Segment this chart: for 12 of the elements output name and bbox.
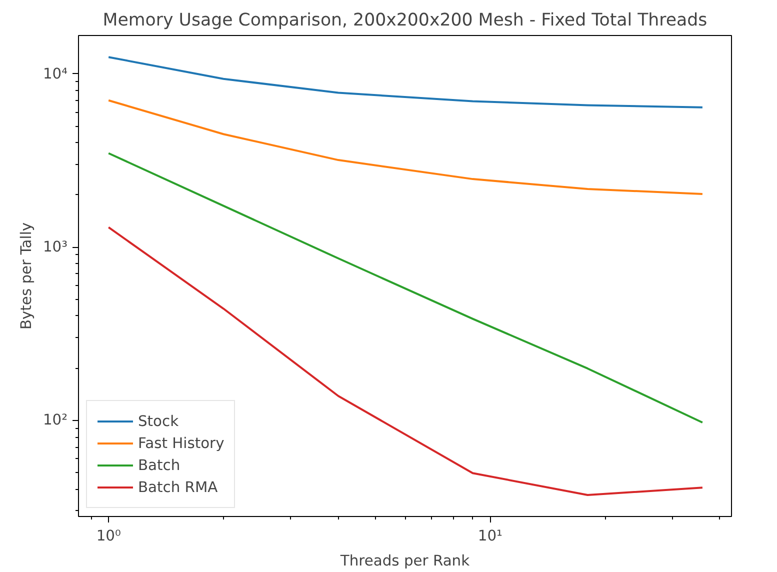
- y-axis-title: Bytes per Tally: [18, 222, 35, 330]
- y-tick-label: 10⁴: [42, 65, 68, 82]
- chart-title: Memory Usage Comparison, 200x200x200 Mesh - Fixed Total Threads: [102, 10, 708, 30]
- x-tick-label: 10⁰: [96, 528, 121, 544]
- legend-label: Fast History: [138, 434, 224, 452]
- legend-label: Stock: [138, 412, 179, 430]
- y-tick-label: 10³: [42, 238, 68, 256]
- x-tick-label: 10¹: [478, 528, 503, 544]
- legend-label: Batch: [138, 456, 180, 474]
- y-tick-label: 10²: [42, 412, 68, 429]
- x-axis-title: Threads per Rank: [339, 552, 470, 570]
- legend-label: Batch RMA: [138, 478, 218, 496]
